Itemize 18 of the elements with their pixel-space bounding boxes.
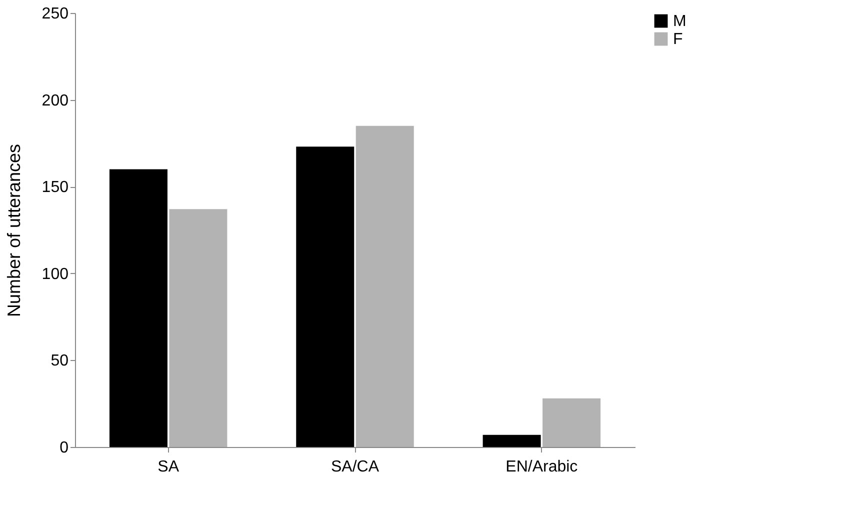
bar	[169, 209, 228, 447]
x-tick-label: SA/CA	[330, 458, 380, 476]
legend-label: F	[673, 31, 683, 48]
y-tick-label: 200	[42, 92, 69, 110]
legend-label: M	[673, 13, 686, 30]
x-tick-label: SA	[158, 458, 180, 476]
bar	[109, 169, 168, 447]
y-tick-label: 100	[42, 266, 69, 283]
bar	[296, 146, 354, 447]
y-tick-label: 50	[50, 352, 69, 370]
y-axis-title: Number of utterances	[4, 144, 24, 318]
x-tick-label: EN/Arabic	[506, 458, 578, 476]
bar	[356, 126, 414, 447]
y-tick-label: 250	[42, 6, 69, 22]
bar	[542, 398, 601, 447]
bar	[482, 434, 541, 447]
y-tick-label: 150	[42, 179, 69, 196]
y-tick-label: 0	[60, 440, 69, 456]
